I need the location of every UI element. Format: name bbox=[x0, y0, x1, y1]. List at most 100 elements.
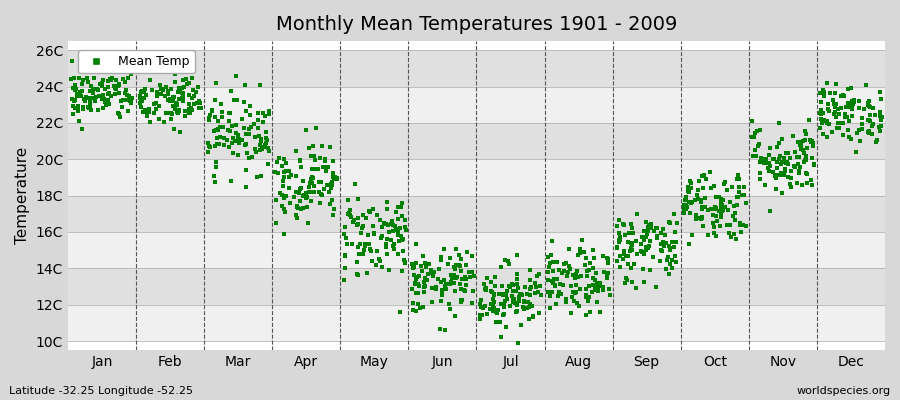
Point bbox=[183, 106, 197, 112]
Point bbox=[89, 94, 104, 100]
Point bbox=[850, 130, 864, 136]
Point bbox=[833, 104, 848, 111]
Point bbox=[570, 300, 584, 306]
Point bbox=[552, 289, 566, 295]
Point bbox=[369, 262, 383, 268]
Point bbox=[166, 93, 180, 100]
Point bbox=[543, 260, 557, 266]
Point bbox=[701, 207, 716, 213]
Point bbox=[277, 209, 292, 216]
Bar bbox=[68, 196, 885, 232]
Point bbox=[596, 252, 610, 259]
Point bbox=[398, 260, 412, 266]
Point bbox=[411, 290, 426, 296]
Point bbox=[753, 170, 768, 176]
Point bbox=[573, 273, 588, 280]
Point bbox=[873, 89, 887, 96]
Point bbox=[185, 87, 200, 94]
Point bbox=[680, 204, 695, 210]
Point bbox=[322, 144, 337, 150]
Point bbox=[448, 312, 463, 319]
Point bbox=[761, 159, 776, 166]
Point bbox=[230, 132, 245, 138]
Point bbox=[343, 207, 357, 213]
Point bbox=[506, 299, 520, 306]
Point bbox=[164, 86, 178, 92]
Point bbox=[434, 257, 448, 264]
Point bbox=[714, 212, 728, 218]
Point bbox=[208, 179, 222, 185]
Point bbox=[590, 270, 604, 276]
Point bbox=[559, 260, 573, 266]
Point bbox=[424, 285, 438, 291]
Point bbox=[217, 135, 231, 142]
Point bbox=[395, 248, 410, 254]
Point bbox=[553, 266, 567, 273]
Point bbox=[96, 92, 111, 98]
Point bbox=[662, 260, 677, 267]
Point bbox=[580, 273, 594, 279]
Point bbox=[667, 210, 681, 217]
Point bbox=[159, 110, 174, 116]
Point bbox=[167, 94, 182, 100]
Point bbox=[86, 85, 100, 92]
Point bbox=[284, 200, 298, 206]
Y-axis label: Temperature: Temperature bbox=[15, 147, 30, 244]
Point bbox=[273, 189, 287, 196]
Point bbox=[792, 141, 806, 148]
Point bbox=[483, 279, 498, 285]
Point bbox=[814, 108, 828, 114]
Point bbox=[780, 174, 795, 181]
Point bbox=[417, 279, 431, 285]
Point bbox=[825, 96, 840, 103]
Point bbox=[543, 292, 557, 299]
Point bbox=[259, 140, 274, 146]
Point bbox=[76, 96, 91, 102]
Point bbox=[659, 240, 673, 246]
Point bbox=[798, 156, 813, 163]
Point bbox=[182, 79, 196, 86]
Point bbox=[868, 112, 883, 118]
Point bbox=[209, 80, 223, 86]
Point bbox=[843, 84, 858, 91]
Point bbox=[231, 134, 246, 140]
Point bbox=[737, 184, 751, 190]
Point bbox=[121, 92, 135, 98]
Point bbox=[307, 153, 321, 159]
Point bbox=[474, 312, 489, 318]
Point bbox=[163, 96, 177, 102]
Point bbox=[291, 205, 305, 211]
Point bbox=[713, 222, 727, 229]
Bar bbox=[68, 50, 885, 86]
Point bbox=[171, 89, 185, 95]
Point bbox=[626, 230, 640, 236]
Point bbox=[482, 305, 497, 312]
Point bbox=[215, 114, 230, 120]
Point bbox=[592, 282, 607, 289]
Point bbox=[238, 142, 252, 148]
Point bbox=[238, 184, 253, 190]
Point bbox=[104, 76, 118, 83]
Point bbox=[569, 282, 583, 288]
Point bbox=[254, 136, 268, 142]
Point bbox=[522, 316, 536, 322]
Point bbox=[724, 183, 739, 190]
Point bbox=[757, 160, 771, 166]
Point bbox=[141, 108, 156, 115]
Point bbox=[517, 298, 531, 304]
Point bbox=[142, 67, 157, 73]
Point bbox=[176, 89, 190, 96]
Point bbox=[391, 204, 405, 210]
Point bbox=[340, 240, 355, 247]
Point bbox=[406, 265, 420, 271]
Point bbox=[487, 291, 501, 298]
Point bbox=[238, 167, 253, 174]
Point bbox=[80, 104, 94, 110]
Point bbox=[712, 208, 726, 215]
Point bbox=[437, 327, 452, 334]
Point bbox=[861, 100, 876, 106]
Point bbox=[816, 118, 831, 124]
Point bbox=[395, 268, 410, 274]
Point bbox=[573, 249, 588, 256]
Point bbox=[148, 101, 162, 108]
